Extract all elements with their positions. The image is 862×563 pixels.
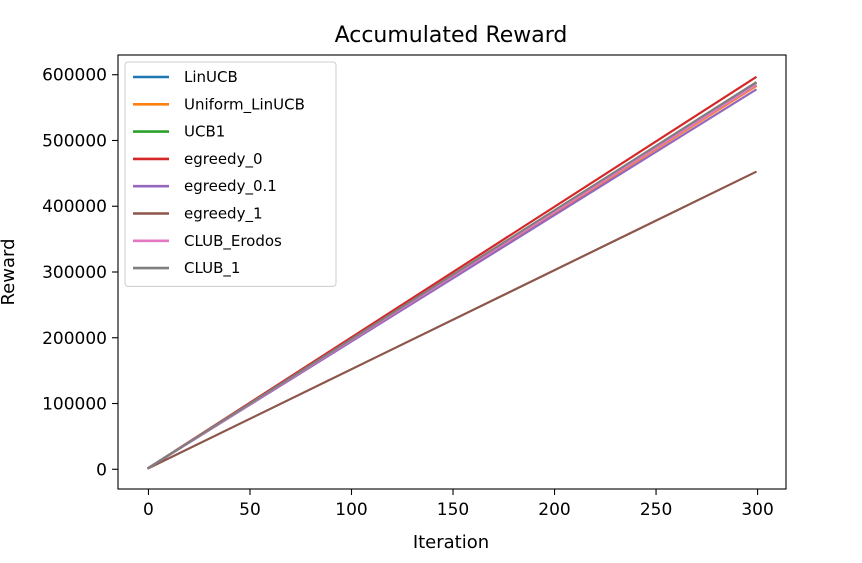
legend-item: egreedy_0.1 [133, 177, 277, 196]
x-tick-label: 50 [239, 500, 261, 520]
y-axis: 0 100000 200000 300000 400000 500000 600000 [42, 66, 118, 480]
legend-label: UCB1 [184, 123, 225, 141]
legend-item: CLUB_Erodos [133, 232, 282, 251]
legend-label: egreedy_1 [184, 205, 263, 224]
legend-item: Uniform_LinUCB [133, 95, 305, 114]
series-line-club-1 [146, 81, 758, 470]
series-line-egreedy-1 [146, 170, 758, 470]
chart-title: Accumulated Reward [335, 23, 568, 48]
legend-label: egreedy_0 [184, 150, 263, 169]
x-tick-label: 300 [741, 500, 773, 520]
x-tick-label: 100 [335, 500, 367, 520]
x-tick-label: 0 [143, 500, 154, 520]
legend-item: CLUB_1 [133, 259, 240, 278]
legend: LinUCB Uniform_LinUCB UCB1 egreedy_0egreedy… [124, 61, 337, 287]
y-tick-label: 400000 [42, 197, 107, 217]
legend-label: CLUB_Erodos [184, 232, 282, 251]
y-tick-label: 300000 [42, 263, 107, 283]
legend-item: LinUCB [133, 68, 238, 86]
legend-item: egreedy_1 [133, 205, 263, 224]
legend-label: CLUB_1 [184, 259, 240, 278]
legend-item: egreedy_0 [133, 150, 263, 169]
x-axis: 0 50 100 150 200 250 300 [143, 489, 774, 520]
y-tick-label: 100000 [42, 395, 107, 415]
x-tick-label: 150 [437, 500, 469, 520]
x-tick-label: 250 [640, 500, 672, 520]
x-tick-label: 200 [538, 500, 570, 520]
legend-label: egreedy_0.1 [184, 177, 277, 196]
y-tick-label: 600000 [42, 66, 107, 86]
y-axis-label: Reward [0, 238, 19, 305]
legend-label: LinUCB [184, 68, 238, 86]
series-layer [146, 75, 758, 470]
y-tick-label: 0 [96, 460, 107, 480]
y-tick-label: 200000 [42, 329, 107, 349]
legend-item: UCB1 [133, 123, 225, 141]
y-tick-label: 500000 [42, 131, 107, 151]
legend-label: Uniform_LinUCB [184, 95, 305, 114]
legend-box [124, 61, 337, 287]
x-axis-label: Iteration [413, 532, 489, 553]
